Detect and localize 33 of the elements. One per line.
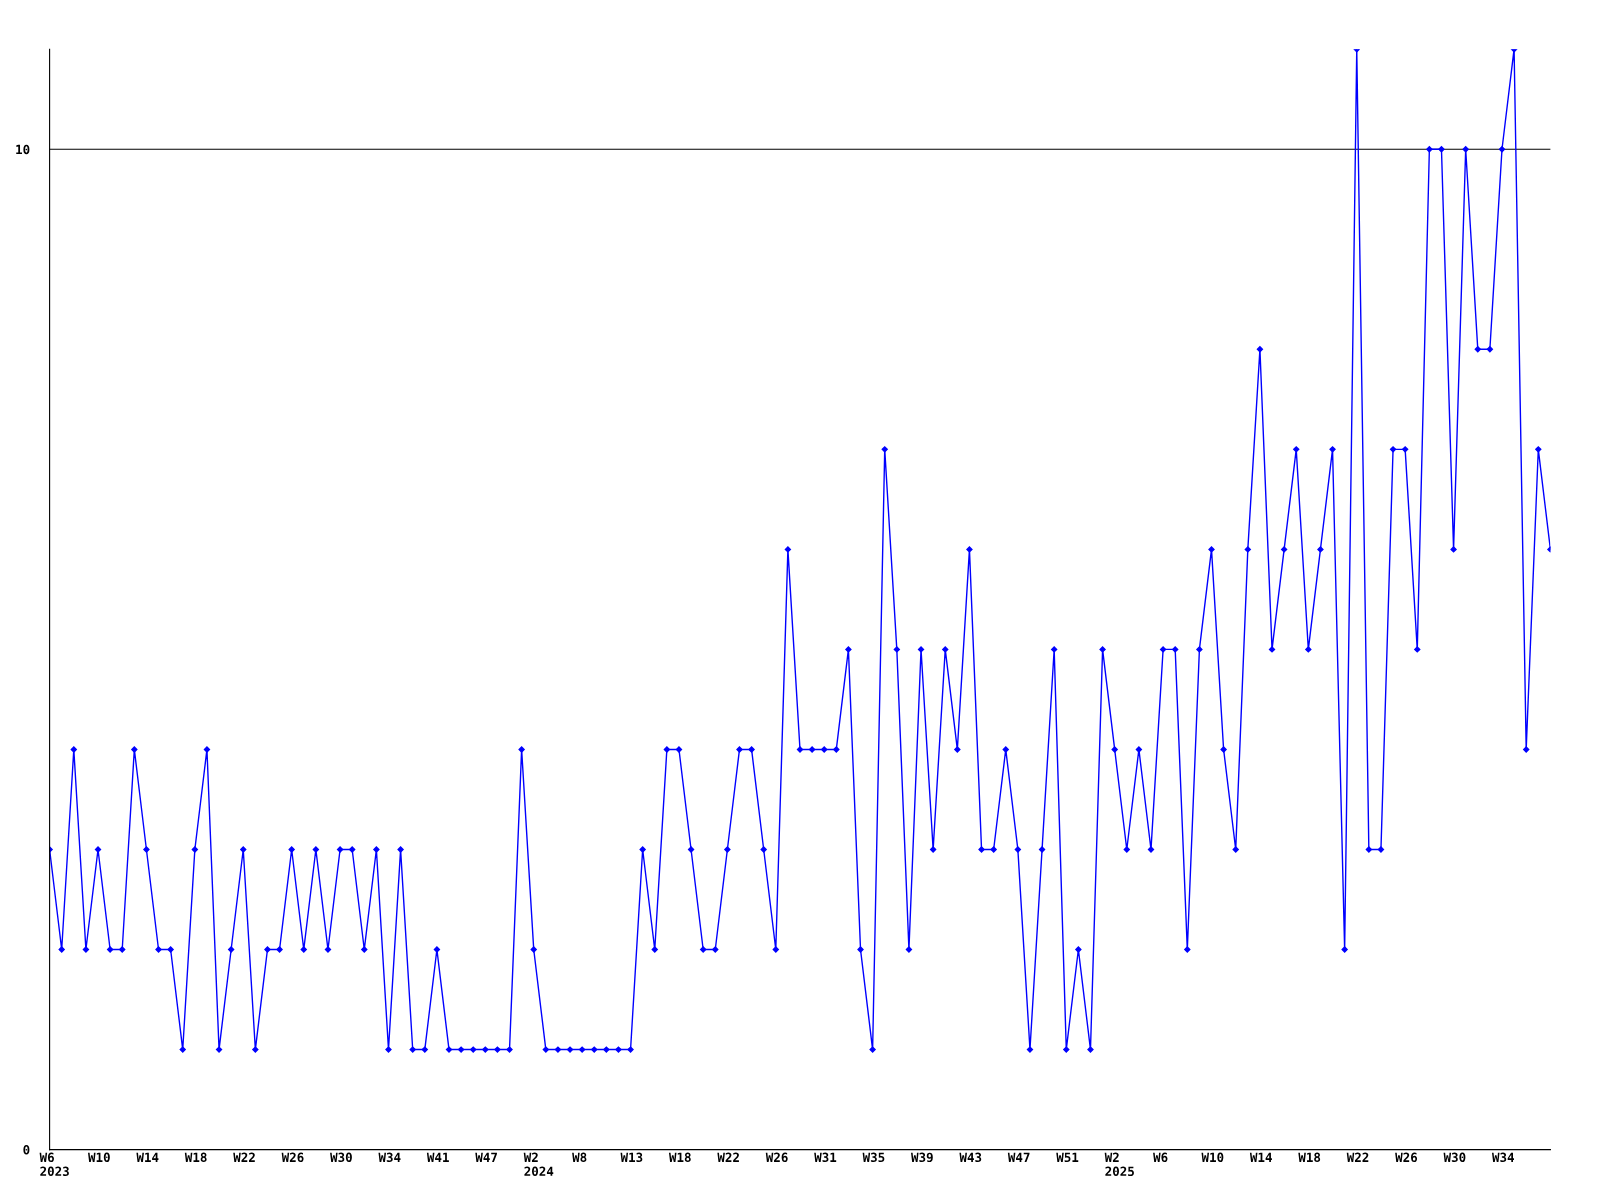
- x-tick-label: W51: [1056, 1152, 1079, 1163]
- x-tick-label: W13: [620, 1152, 643, 1163]
- x-tick-label: W26: [1395, 1152, 1418, 1163]
- x-tick-label: W6: [1153, 1152, 1168, 1163]
- x-tick-label: W8: [572, 1152, 587, 1163]
- x-tick-label: W47: [475, 1152, 497, 1162]
- x-tick-label: W41: [426, 1152, 449, 1162]
- x-tick-label: W43: [959, 1152, 982, 1163]
- x-tick-label: W39: [911, 1152, 933, 1163]
- y-tick-label: 0: [23, 1145, 30, 1155]
- x-tick-label: W10: [1201, 1152, 1224, 1163]
- x-tick-label: W30: [330, 1152, 352, 1163]
- x-tick-label: W14: [1249, 1152, 1272, 1162]
- y-tick-label: 10: [16, 144, 30, 155]
- x-tick-label: W26: [765, 1152, 788, 1163]
- x-tick-label: W26: [281, 1152, 304, 1163]
- x-tick-label: W34: [378, 1152, 401, 1163]
- x-tick-label: W6 2023: [39, 1152, 69, 1177]
- x-tick-label: W35: [862, 1152, 885, 1163]
- x-tick-label: W34: [1491, 1152, 1514, 1163]
- x-tick-label: W22: [717, 1152, 739, 1162]
- x-tick-label: W30: [1443, 1152, 1466, 1163]
- x-tick-label: W18: [184, 1152, 207, 1163]
- x-tick-label: W2 2024: [523, 1152, 554, 1177]
- x-tick-label: W18: [1298, 1152, 1321, 1163]
- x-tick-label: W10: [88, 1152, 110, 1163]
- x-tick-label: W2 2025: [1104, 1152, 1134, 1177]
- x-tick-label: W47: [1007, 1152, 1030, 1162]
- x-tick-label: W14: [136, 1152, 159, 1162]
- x-tick-label: W22: [233, 1152, 255, 1162]
- x-tick-label: W22: [1346, 1152, 1369, 1162]
- x-tick-label: W31: [814, 1152, 837, 1163]
- x-tick-label: W18: [668, 1152, 691, 1163]
